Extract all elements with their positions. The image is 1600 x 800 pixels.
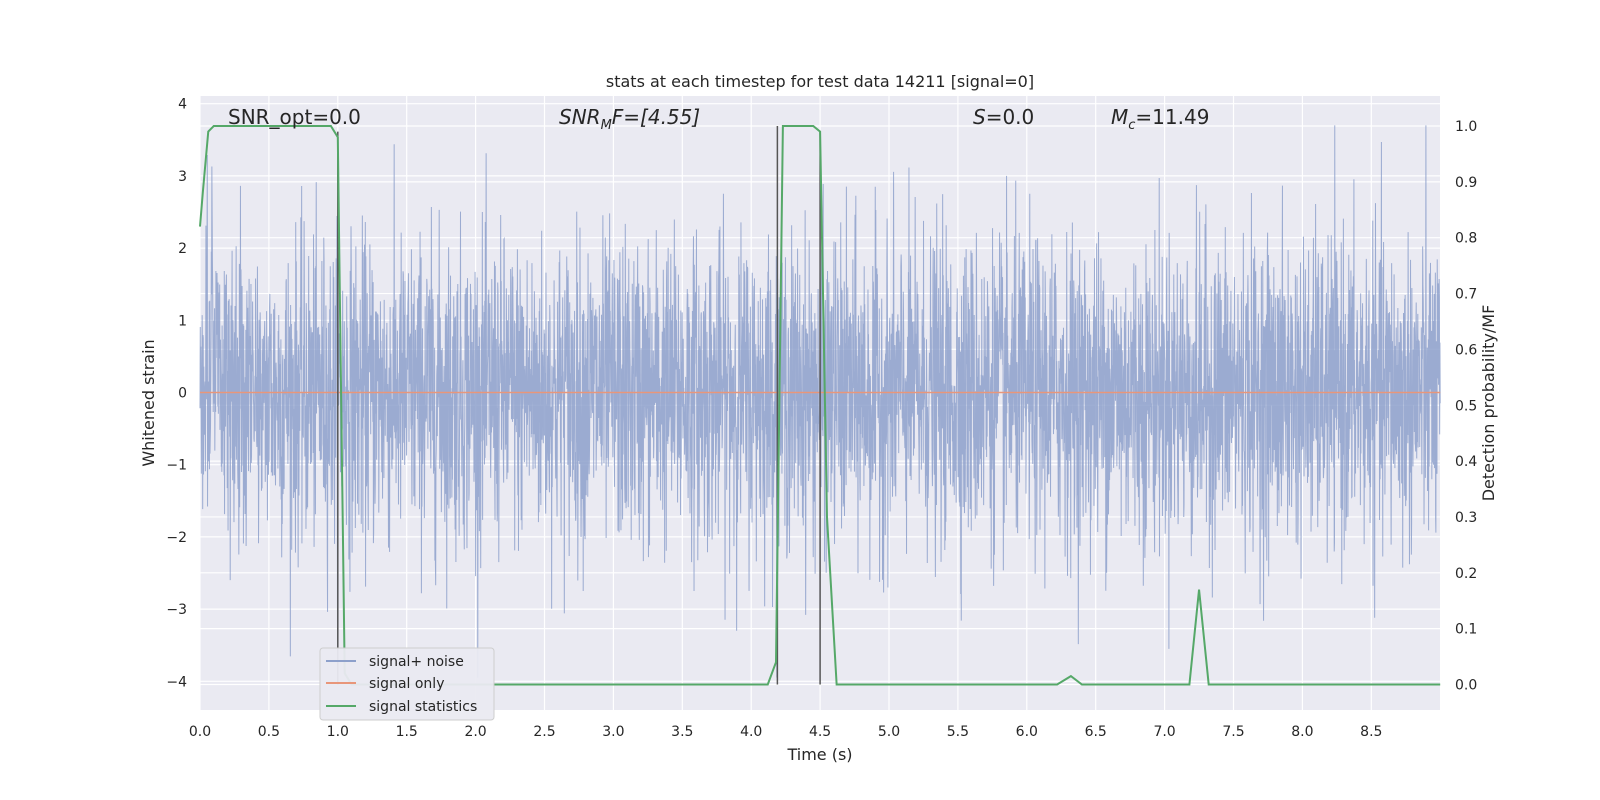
y-right-tick-label: 1.0 (1455, 119, 1477, 135)
annotation-s-main: S (973, 105, 986, 129)
annotation-s: S=0.0 (973, 105, 1034, 129)
statistics-line (199, 125, 1441, 686)
annotation-mc: Mc=11.49 (1111, 105, 1209, 133)
y-right-tick-label: 0.6 (1455, 342, 1477, 358)
y-right-tick-label: 0.1 (1455, 622, 1477, 638)
x-tick-label: 8.0 (1291, 724, 1313, 740)
y-left-tick-label: 1 (178, 313, 187, 329)
y-right-axis-label: Detection probability/MF (1479, 305, 1498, 502)
y-right-tick-label: 0.3 (1455, 510, 1477, 526)
x-tick-label: 5.0 (878, 724, 900, 740)
x-tick-label: 2.0 (464, 724, 486, 740)
y-left-tick-label: −1 (166, 458, 187, 474)
y-left-tick-label: 0 (178, 386, 187, 402)
y-right-tick-label: 0.4 (1455, 454, 1477, 470)
x-tick-labels: 0.0 0.5 1.0 1.5 2.0 2.5 3.0 3.5 4.0 4.5 5.0 5.5 6.0 6… (189, 724, 1383, 740)
legend-label-signal-noise: signal+ noise (369, 654, 464, 670)
x-tick-label: 1.0 (327, 724, 349, 740)
y-left-tick-labels: 4 3 2 1 0 −1 −2 −3 −4 (166, 97, 187, 691)
y-right-tick-labels: 1.0 0.9 0.8 0.7 0.6 0.5 0.4 0.3 0.2 0.1 0.0 (1455, 119, 1477, 694)
annotation-mc-sub: c (1128, 118, 1135, 133)
legend-label-signal-statistics: signal statistics (369, 699, 477, 715)
x-tick-label: 6.0 (1016, 724, 1038, 740)
y-left-axis-label: Whitened strain (139, 339, 158, 466)
y-left-tick-label: 4 (178, 97, 187, 113)
legend: signal+ noise signal only signal statist… (319, 647, 495, 721)
annotation-snr-mf-main: SNR (559, 105, 601, 129)
annotation-snr-opt: SNR_opt=0.0 (228, 105, 361, 129)
y-right-tick-label: 0.0 (1455, 678, 1477, 694)
y-right-tick-label: 0.5 (1455, 398, 1477, 414)
x-tick-label: 1.5 (396, 724, 418, 740)
y-left-tick-label: −4 (166, 674, 187, 690)
y-left-tick-label: 2 (178, 241, 187, 257)
legend-box (319, 647, 495, 721)
annotation-mc-tail: =11.49 (1135, 105, 1209, 129)
annotation-snr-mf: SNRMF=[4.55] (559, 105, 700, 133)
x-tick-label: 7.0 (1153, 724, 1175, 740)
x-tick-label: 7.5 (1222, 724, 1244, 740)
x-tick-label: 4.5 (809, 724, 831, 740)
x-tick-label: 3.0 (602, 724, 624, 740)
annotation-s-tail: =0.0 (986, 105, 1035, 129)
x-tick-label: 2.5 (533, 724, 555, 740)
x-tick-label: 8.5 (1360, 724, 1382, 740)
x-tick-label: 5.5 (947, 724, 969, 740)
y-left-tick-label: −3 (166, 602, 187, 618)
annotation-snr-mf-tail: F=[4.55] (612, 105, 700, 129)
x-tick-label: 0.5 (258, 724, 280, 740)
x-tick-label: 4.0 (740, 724, 762, 740)
y-left-tick-label: 3 (178, 169, 187, 185)
y-right-tick-label: 0.8 (1455, 231, 1477, 247)
x-tick-label: 6.5 (1085, 724, 1107, 740)
annotation-snr-mf-sub: M (601, 118, 612, 133)
legend-label-signal-only: signal only (369, 676, 444, 692)
y-right-tick-label: 0.7 (1455, 287, 1477, 303)
chart-title: stats at each timestep for test data 142… (606, 72, 1034, 91)
y-right-tick-label: 0.2 (1455, 566, 1477, 582)
y-left-tick-label: −2 (166, 530, 187, 546)
series-signal-statistics (199, 125, 1441, 686)
x-tick-label: 3.5 (671, 724, 693, 740)
annotation-mc-main: M (1111, 105, 1128, 129)
x-tick-label: 0.0 (189, 724, 211, 740)
x-axis-label: Time (s) (786, 745, 852, 764)
y-right-tick-label: 0.9 (1455, 175, 1477, 191)
